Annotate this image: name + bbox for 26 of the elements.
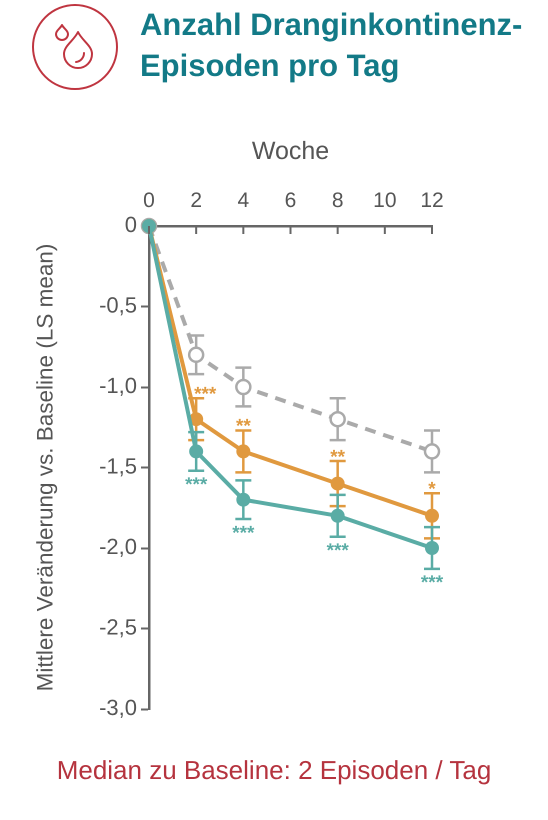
x-tick-label: 8 bbox=[332, 189, 344, 212]
annotation: ** bbox=[236, 416, 252, 438]
annotation: ** bbox=[330, 446, 346, 468]
chart-title: Anzahl Dranginkontinenz-Episoden pro Tag bbox=[140, 6, 524, 85]
annotation: *** bbox=[185, 474, 208, 496]
annotation: *** bbox=[420, 572, 444, 594]
x-tick-label: 12 bbox=[420, 189, 444, 212]
x-tick-label: 10 bbox=[373, 189, 397, 212]
y-tick-label: -2,0 bbox=[99, 534, 137, 560]
x-axis-title: Woche bbox=[252, 136, 330, 165]
text: Median zu Baseline: 2 Episoden / Tag bbox=[56, 754, 492, 786]
y-tick-label: -1,0 bbox=[99, 373, 137, 398]
annotation: *** bbox=[232, 522, 256, 544]
y-tick-label: 0 bbox=[124, 212, 137, 238]
x-tick-label: 4 bbox=[237, 189, 250, 212]
annotation: * bbox=[428, 478, 436, 500]
x-tick-label: 2 bbox=[190, 189, 202, 212]
y-tick-label: -2,5 bbox=[99, 614, 137, 640]
y-tick-label: -3,0 bbox=[99, 695, 137, 720]
x-tick-label: 0 bbox=[143, 189, 155, 212]
annotation: *** bbox=[194, 384, 217, 406]
annotation: *** bbox=[326, 540, 350, 562]
y-tick-label: -0,5 bbox=[99, 292, 137, 318]
y-tick-label: -1,5 bbox=[99, 454, 137, 479]
y-axis-title: Mittlere Veränderung vs. Baseline (LS mean) bbox=[32, 244, 58, 692]
x-tick-label: 6 bbox=[284, 189, 296, 212]
